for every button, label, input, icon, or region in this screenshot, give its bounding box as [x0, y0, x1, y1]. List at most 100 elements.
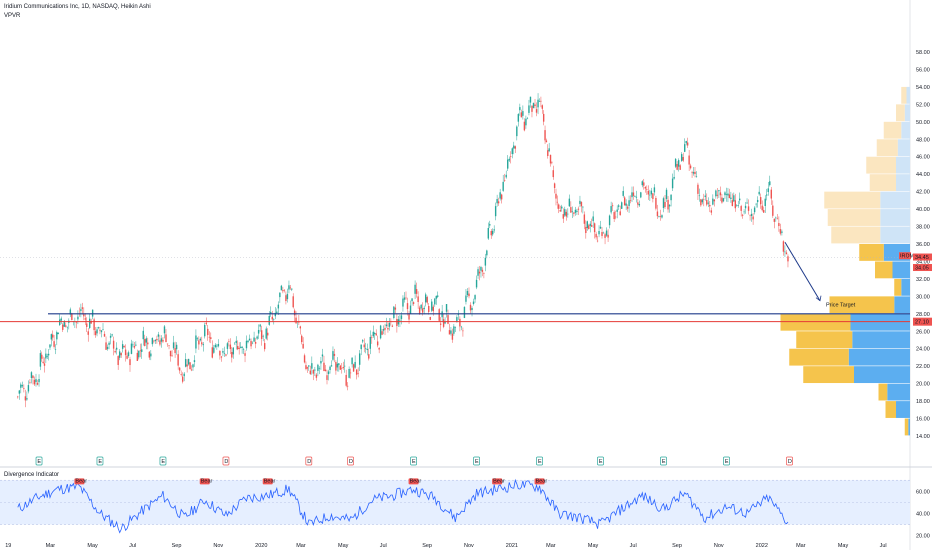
candle-body	[126, 355, 128, 359]
candle-body	[700, 199, 702, 206]
candle-body	[238, 347, 240, 349]
candle-body	[619, 211, 621, 216]
candle-body	[454, 326, 457, 328]
candle-body	[305, 365, 307, 370]
candle-body	[109, 335, 112, 338]
candle-body	[24, 396, 27, 401]
candle-body	[747, 206, 750, 211]
candle-body	[608, 215, 611, 226]
candle-body	[262, 335, 264, 337]
candle-body	[396, 318, 398, 327]
candle-body	[260, 330, 263, 339]
candle-body	[684, 144, 686, 152]
candle-body	[659, 216, 662, 217]
candle-body	[704, 195, 706, 197]
candle-body	[312, 369, 315, 374]
candle-body	[363, 344, 365, 348]
candle-body	[746, 202, 748, 204]
candle-body	[420, 304, 422, 309]
candle-body	[784, 251, 786, 253]
candle-body	[345, 374, 347, 386]
time-axis-tick: 2022	[756, 543, 768, 549]
candle-body	[318, 368, 321, 369]
candle-body	[135, 344, 137, 346]
candle-body	[186, 364, 188, 367]
candle-body	[613, 212, 615, 220]
candle-body	[379, 325, 382, 339]
time-axis-tick: Nov	[213, 543, 223, 549]
candle-body	[701, 199, 704, 203]
candle-body	[415, 289, 418, 294]
candle-body	[511, 148, 513, 155]
candle-body	[384, 327, 386, 330]
candle-body	[342, 367, 344, 369]
candle-body	[500, 194, 503, 200]
candle-body	[437, 295, 439, 297]
price-axis-tick: 26.00	[916, 329, 930, 335]
candle-body	[450, 330, 452, 334]
candle-body	[65, 325, 67, 327]
candle-body	[412, 302, 415, 304]
candle-body	[205, 322, 207, 325]
candle-body	[503, 179, 506, 181]
candle-body	[33, 379, 36, 385]
candle-body	[236, 346, 239, 350]
candle-body	[490, 230, 492, 236]
volume-profile-down-bar	[896, 104, 905, 122]
candle-body	[314, 369, 316, 371]
price-target-arrow-head	[815, 295, 822, 302]
price-axis-tick: 44.00	[916, 172, 930, 178]
time-axis-tick: Jul	[380, 543, 387, 549]
candle-body	[434, 298, 436, 305]
candle-body	[360, 344, 362, 350]
time-axis-tick: May	[87, 543, 98, 549]
bear-divergence-label: Bear	[536, 478, 548, 484]
divergence-indicator-line	[17, 478, 789, 534]
volume-profile-up-bar	[880, 226, 910, 244]
candle-body	[257, 329, 260, 334]
candle-body	[309, 370, 312, 375]
candle-body	[43, 363, 46, 366]
candle-body	[408, 313, 410, 320]
candle-body	[650, 190, 653, 195]
dividend-marker	[786, 456, 793, 466]
volume-profile-up-bar	[887, 383, 910, 401]
candle-body	[743, 211, 745, 213]
volume-profile-up-bar	[901, 278, 910, 296]
candle-body	[94, 331, 97, 336]
candle-body	[484, 257, 487, 266]
volume-profile-up-bar	[897, 139, 910, 157]
candle-body	[147, 342, 149, 345]
candle-body	[286, 294, 289, 300]
candle-body	[555, 193, 557, 199]
candle-body	[596, 240, 599, 242]
candle-body	[426, 297, 428, 303]
volume-profile-down-bar	[824, 191, 881, 209]
candle-body	[634, 196, 636, 197]
last-price-badge	[913, 253, 932, 261]
candle-body	[308, 365, 310, 367]
candle-body	[680, 154, 683, 161]
candle-body	[442, 319, 445, 327]
candle-body	[453, 326, 455, 334]
candle-body	[374, 332, 376, 335]
candle-body	[387, 327, 389, 330]
candle-body	[767, 188, 769, 193]
candle-body	[211, 347, 214, 358]
candle-body	[157, 334, 160, 337]
candle-body	[534, 104, 536, 107]
candle-body	[106, 346, 109, 350]
candle-body	[391, 325, 394, 327]
price-axis-tick: 50.00	[916, 120, 930, 126]
candle-body	[228, 341, 230, 342]
candle-body	[719, 192, 722, 196]
price-axis-tick: 40.00	[916, 207, 930, 213]
candle-body	[538, 101, 541, 102]
candle-body	[124, 349, 127, 356]
candle-body	[713, 199, 716, 202]
candle-body	[494, 206, 497, 217]
volume-profile-up-bar	[901, 121, 910, 139]
candle-body	[414, 284, 416, 294]
time-axis-tick: 2021	[506, 543, 518, 549]
volume-profile-down-bar	[866, 156, 896, 174]
